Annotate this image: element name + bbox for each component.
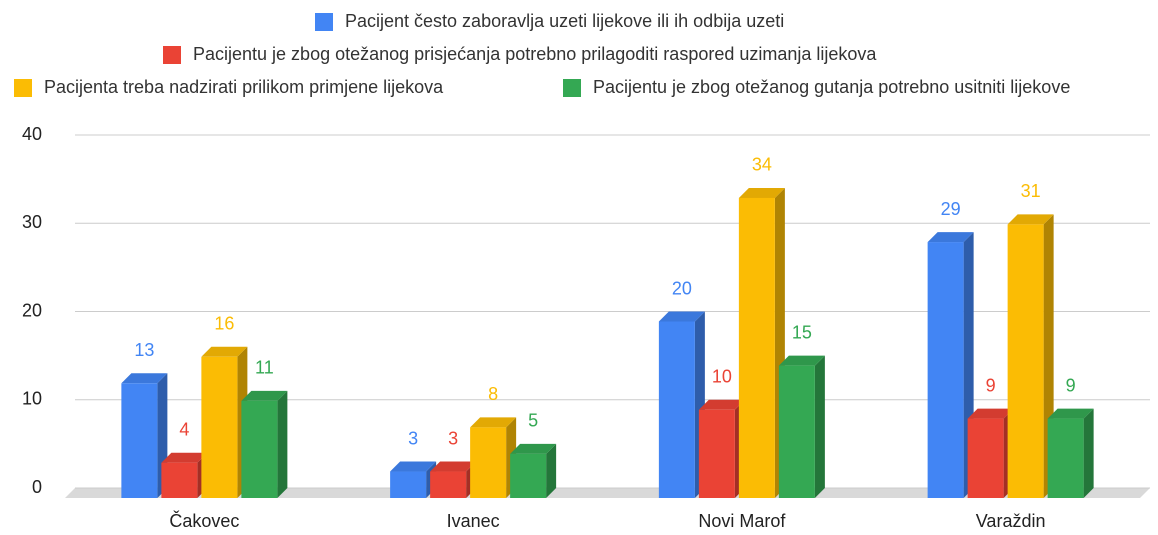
x-tick-label: Ivanec <box>447 511 500 531</box>
bar-group <box>430 461 477 498</box>
legend-label: Pacijentu je zbog otežanog gutanja potre… <box>593 77 1070 97</box>
value-label: 29 <box>941 199 961 219</box>
bar-top <box>698 399 745 410</box>
value-label: 16 <box>214 314 234 334</box>
legend-label: Pacijent često zaboravlja uzeti lijekove… <box>345 11 784 31</box>
value-label: 10 <box>712 367 732 387</box>
bar-top <box>738 187 785 198</box>
y-tick-label: 10 <box>22 389 42 409</box>
bar-group <box>927 232 974 498</box>
bar-group <box>967 408 1014 498</box>
bar <box>778 365 815 498</box>
bar-group <box>201 346 248 498</box>
bar-group <box>161 452 208 498</box>
bar <box>658 321 695 498</box>
bar-top <box>241 390 288 401</box>
bar-group <box>1047 408 1094 498</box>
bar-group <box>698 399 745 498</box>
value-label: 3 <box>408 428 418 448</box>
bar-group <box>470 417 517 498</box>
bar-top <box>390 461 437 472</box>
value-label: 9 <box>986 375 996 395</box>
bar-top <box>778 355 825 366</box>
bar-top <box>1007 214 1054 225</box>
bar-top <box>201 346 248 357</box>
floor <box>65 488 1150 498</box>
y-tick-label: 30 <box>22 212 42 232</box>
bar-side <box>814 355 825 498</box>
legend-swatch <box>14 79 32 97</box>
legend-label: Pacijentu je zbog otežanog prisjećanja p… <box>193 44 877 64</box>
bar-side <box>277 390 288 498</box>
legend-label: Pacijenta treba nadzirati prilikom primj… <box>44 77 444 97</box>
value-label: 9 <box>1066 375 1076 395</box>
y-tick-label: 0 <box>32 477 42 497</box>
bar <box>510 453 547 498</box>
bar <box>1007 224 1044 499</box>
bar-group <box>738 187 785 498</box>
legend-swatch <box>563 79 581 97</box>
bar-top <box>161 452 208 463</box>
bar-group <box>121 373 168 498</box>
value-label: 31 <box>1021 181 1041 201</box>
bar-side <box>1083 408 1094 498</box>
bar <box>738 197 775 498</box>
value-label: 20 <box>672 278 692 298</box>
bar-side <box>546 443 557 498</box>
bar <box>927 242 964 498</box>
bar <box>470 427 507 498</box>
legend-swatch <box>315 13 333 31</box>
bar <box>121 383 158 498</box>
value-label: 11 <box>255 358 274 378</box>
value-label: 5 <box>528 411 538 431</box>
x-tick-label: Varaždin <box>976 511 1046 531</box>
y-tick-label: 20 <box>22 300 42 320</box>
value-label: 4 <box>179 419 189 439</box>
bar-group <box>390 461 437 498</box>
value-label: 34 <box>752 155 772 175</box>
bar <box>967 418 1004 498</box>
bar-group <box>510 443 557 498</box>
bar-top <box>1047 408 1094 419</box>
bar-top <box>927 232 974 243</box>
bar-group <box>658 311 705 498</box>
bar <box>430 471 467 498</box>
value-label: 15 <box>792 322 812 342</box>
legend-swatch <box>163 46 181 64</box>
x-tick-label: Novi Marof <box>698 511 786 531</box>
value-label: 3 <box>448 428 458 448</box>
y-tick-label: 40 <box>22 124 42 144</box>
x-tick-label: Čakovec <box>169 510 239 531</box>
bar <box>698 409 735 498</box>
bar-top <box>430 461 477 472</box>
bar-top <box>510 443 557 454</box>
bar-group <box>1007 214 1054 499</box>
bar-group <box>778 355 825 498</box>
bar <box>1047 418 1084 498</box>
bar-top <box>658 311 705 322</box>
bar <box>161 462 198 498</box>
bar-top <box>470 417 517 428</box>
value-label: 13 <box>134 340 154 360</box>
bar-top <box>967 408 1014 419</box>
bar <box>390 471 427 498</box>
value-label: 8 <box>488 384 498 404</box>
bar <box>201 356 238 498</box>
bar-group <box>241 390 288 498</box>
bar-top <box>121 373 168 384</box>
bar <box>241 400 278 498</box>
